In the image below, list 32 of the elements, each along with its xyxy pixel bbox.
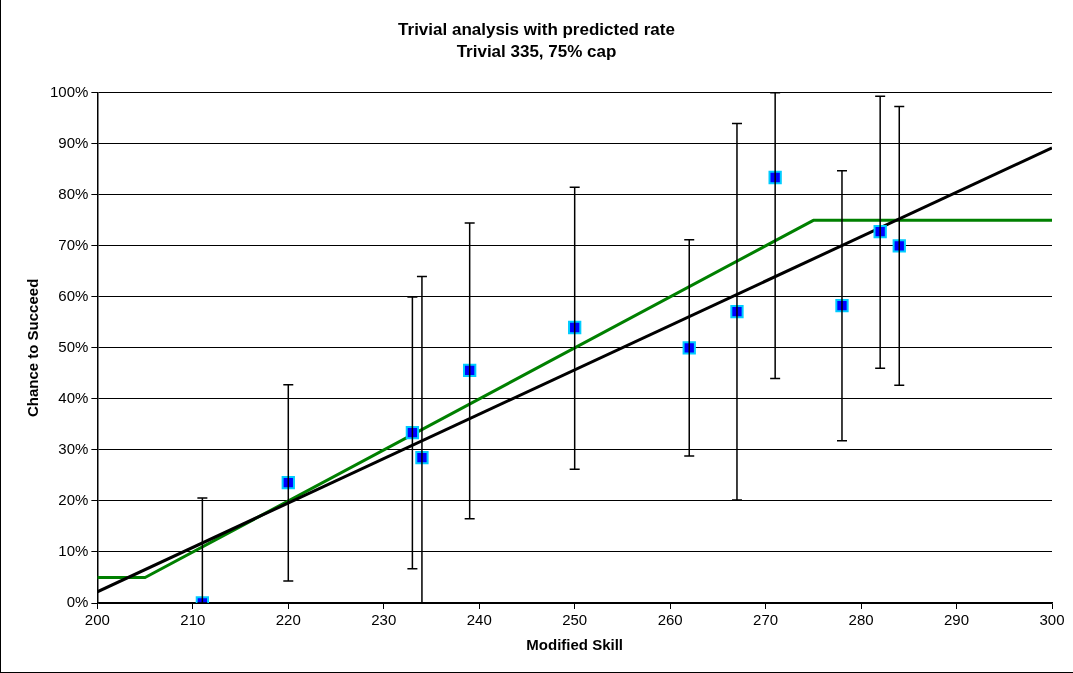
y-tick-label: 100% (49, 82, 89, 100)
x-tick-label: 290 (944, 611, 970, 629)
x-tick-label: 260 (657, 611, 683, 629)
x-axis-title: Modified Skill (526, 636, 624, 654)
x-tick-label: 250 (562, 611, 588, 629)
x-tick-label: 300 (1039, 611, 1065, 629)
point (415, 450, 429, 465)
chart-subtitle: Trivial 335, 75% cap (456, 42, 617, 62)
y-tick-label: 80% (58, 184, 89, 202)
y-tick-label: 10% (58, 542, 89, 560)
y-tick-label: 40% (58, 389, 89, 407)
point (568, 320, 582, 335)
y-tick-label: 20% (58, 491, 89, 509)
x-tick-label: 280 (848, 611, 874, 629)
y-axis-title: Chance to Succeed (24, 278, 42, 418)
y-tick-label: 60% (58, 287, 89, 305)
x-tick-label: 220 (275, 611, 301, 629)
point (463, 363, 477, 378)
x-tick-label: 200 (84, 611, 110, 629)
y-tick-label: 0% (66, 593, 89, 611)
x-tick-label: 210 (180, 611, 206, 629)
x-tick-label: 270 (753, 611, 779, 629)
point (892, 239, 906, 253)
y-tick-label: 50% (58, 338, 89, 356)
y-tick-label: 70% (58, 236, 89, 253)
point (281, 475, 295, 490)
y-tick-label: 30% (58, 440, 89, 458)
chart-title: Trivial analysis with predicted rate (398, 19, 675, 39)
x-tick-label: 230 (371, 611, 397, 629)
point (405, 425, 420, 440)
y-tick-label: 90% (58, 133, 89, 151)
x-tick-label: 240 (466, 611, 492, 629)
